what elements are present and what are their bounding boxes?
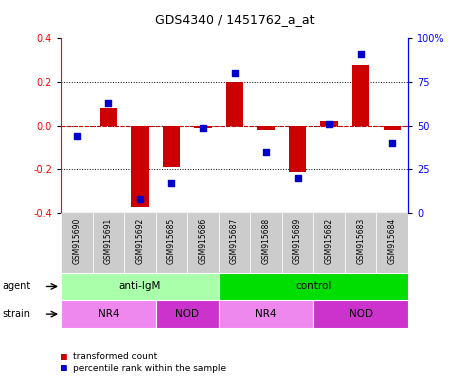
Bar [250, 213, 282, 273]
Bar [131, 126, 149, 207]
Point [73, 133, 81, 139]
Text: GSM915682: GSM915682 [325, 218, 333, 264]
Text: GSM915690: GSM915690 [72, 218, 81, 264]
Text: NOD: NOD [349, 309, 373, 319]
Bar [187, 213, 219, 273]
Bar [377, 213, 408, 273]
Text: GSM915691: GSM915691 [104, 218, 113, 264]
Bar [194, 126, 212, 128]
Point [231, 70, 238, 76]
Text: strain: strain [2, 309, 30, 319]
Bar [61, 300, 156, 328]
Bar [384, 126, 401, 130]
Bar [219, 273, 408, 300]
Text: control: control [295, 281, 332, 291]
Text: GSM915684: GSM915684 [388, 218, 397, 264]
Text: NR4: NR4 [255, 309, 277, 319]
Text: ■: ■ [61, 363, 67, 373]
Text: anti-IgM: anti-IgM [119, 281, 161, 291]
Bar [92, 213, 124, 273]
Point [357, 51, 364, 57]
Bar [163, 126, 180, 167]
Bar [282, 213, 313, 273]
Point [294, 175, 302, 181]
Text: NOD: NOD [175, 309, 199, 319]
Bar [219, 213, 250, 273]
Bar [257, 126, 275, 130]
Bar [289, 126, 306, 172]
Bar [61, 273, 219, 300]
Text: agent: agent [2, 281, 30, 291]
Point [167, 180, 175, 187]
Bar [61, 213, 92, 273]
Text: GSM915686: GSM915686 [198, 218, 207, 264]
Point [262, 149, 270, 155]
Text: percentile rank within the sample: percentile rank within the sample [73, 364, 226, 373]
Point [136, 196, 144, 202]
Point [388, 140, 396, 146]
Text: GDS4340 / 1451762_a_at: GDS4340 / 1451762_a_at [155, 13, 314, 26]
Bar [124, 213, 156, 273]
Text: GSM915689: GSM915689 [293, 218, 302, 264]
Bar [219, 300, 313, 328]
Bar [226, 82, 243, 126]
Point [105, 100, 112, 106]
Text: NR4: NR4 [98, 309, 119, 319]
Bar [352, 65, 370, 126]
Bar [345, 213, 377, 273]
Text: GSM915687: GSM915687 [230, 218, 239, 264]
Bar [156, 213, 187, 273]
Text: GSM915685: GSM915685 [167, 218, 176, 264]
Bar [99, 108, 117, 126]
Text: ■: ■ [61, 352, 67, 362]
Text: transformed count: transformed count [73, 352, 157, 361]
Text: GSM915692: GSM915692 [136, 218, 144, 264]
Point [199, 124, 207, 131]
Bar [313, 213, 345, 273]
Bar [313, 300, 408, 328]
Text: GSM915683: GSM915683 [356, 218, 365, 264]
Text: GSM915688: GSM915688 [262, 218, 271, 264]
Bar [156, 300, 219, 328]
Bar [320, 121, 338, 126]
Point [325, 121, 333, 127]
